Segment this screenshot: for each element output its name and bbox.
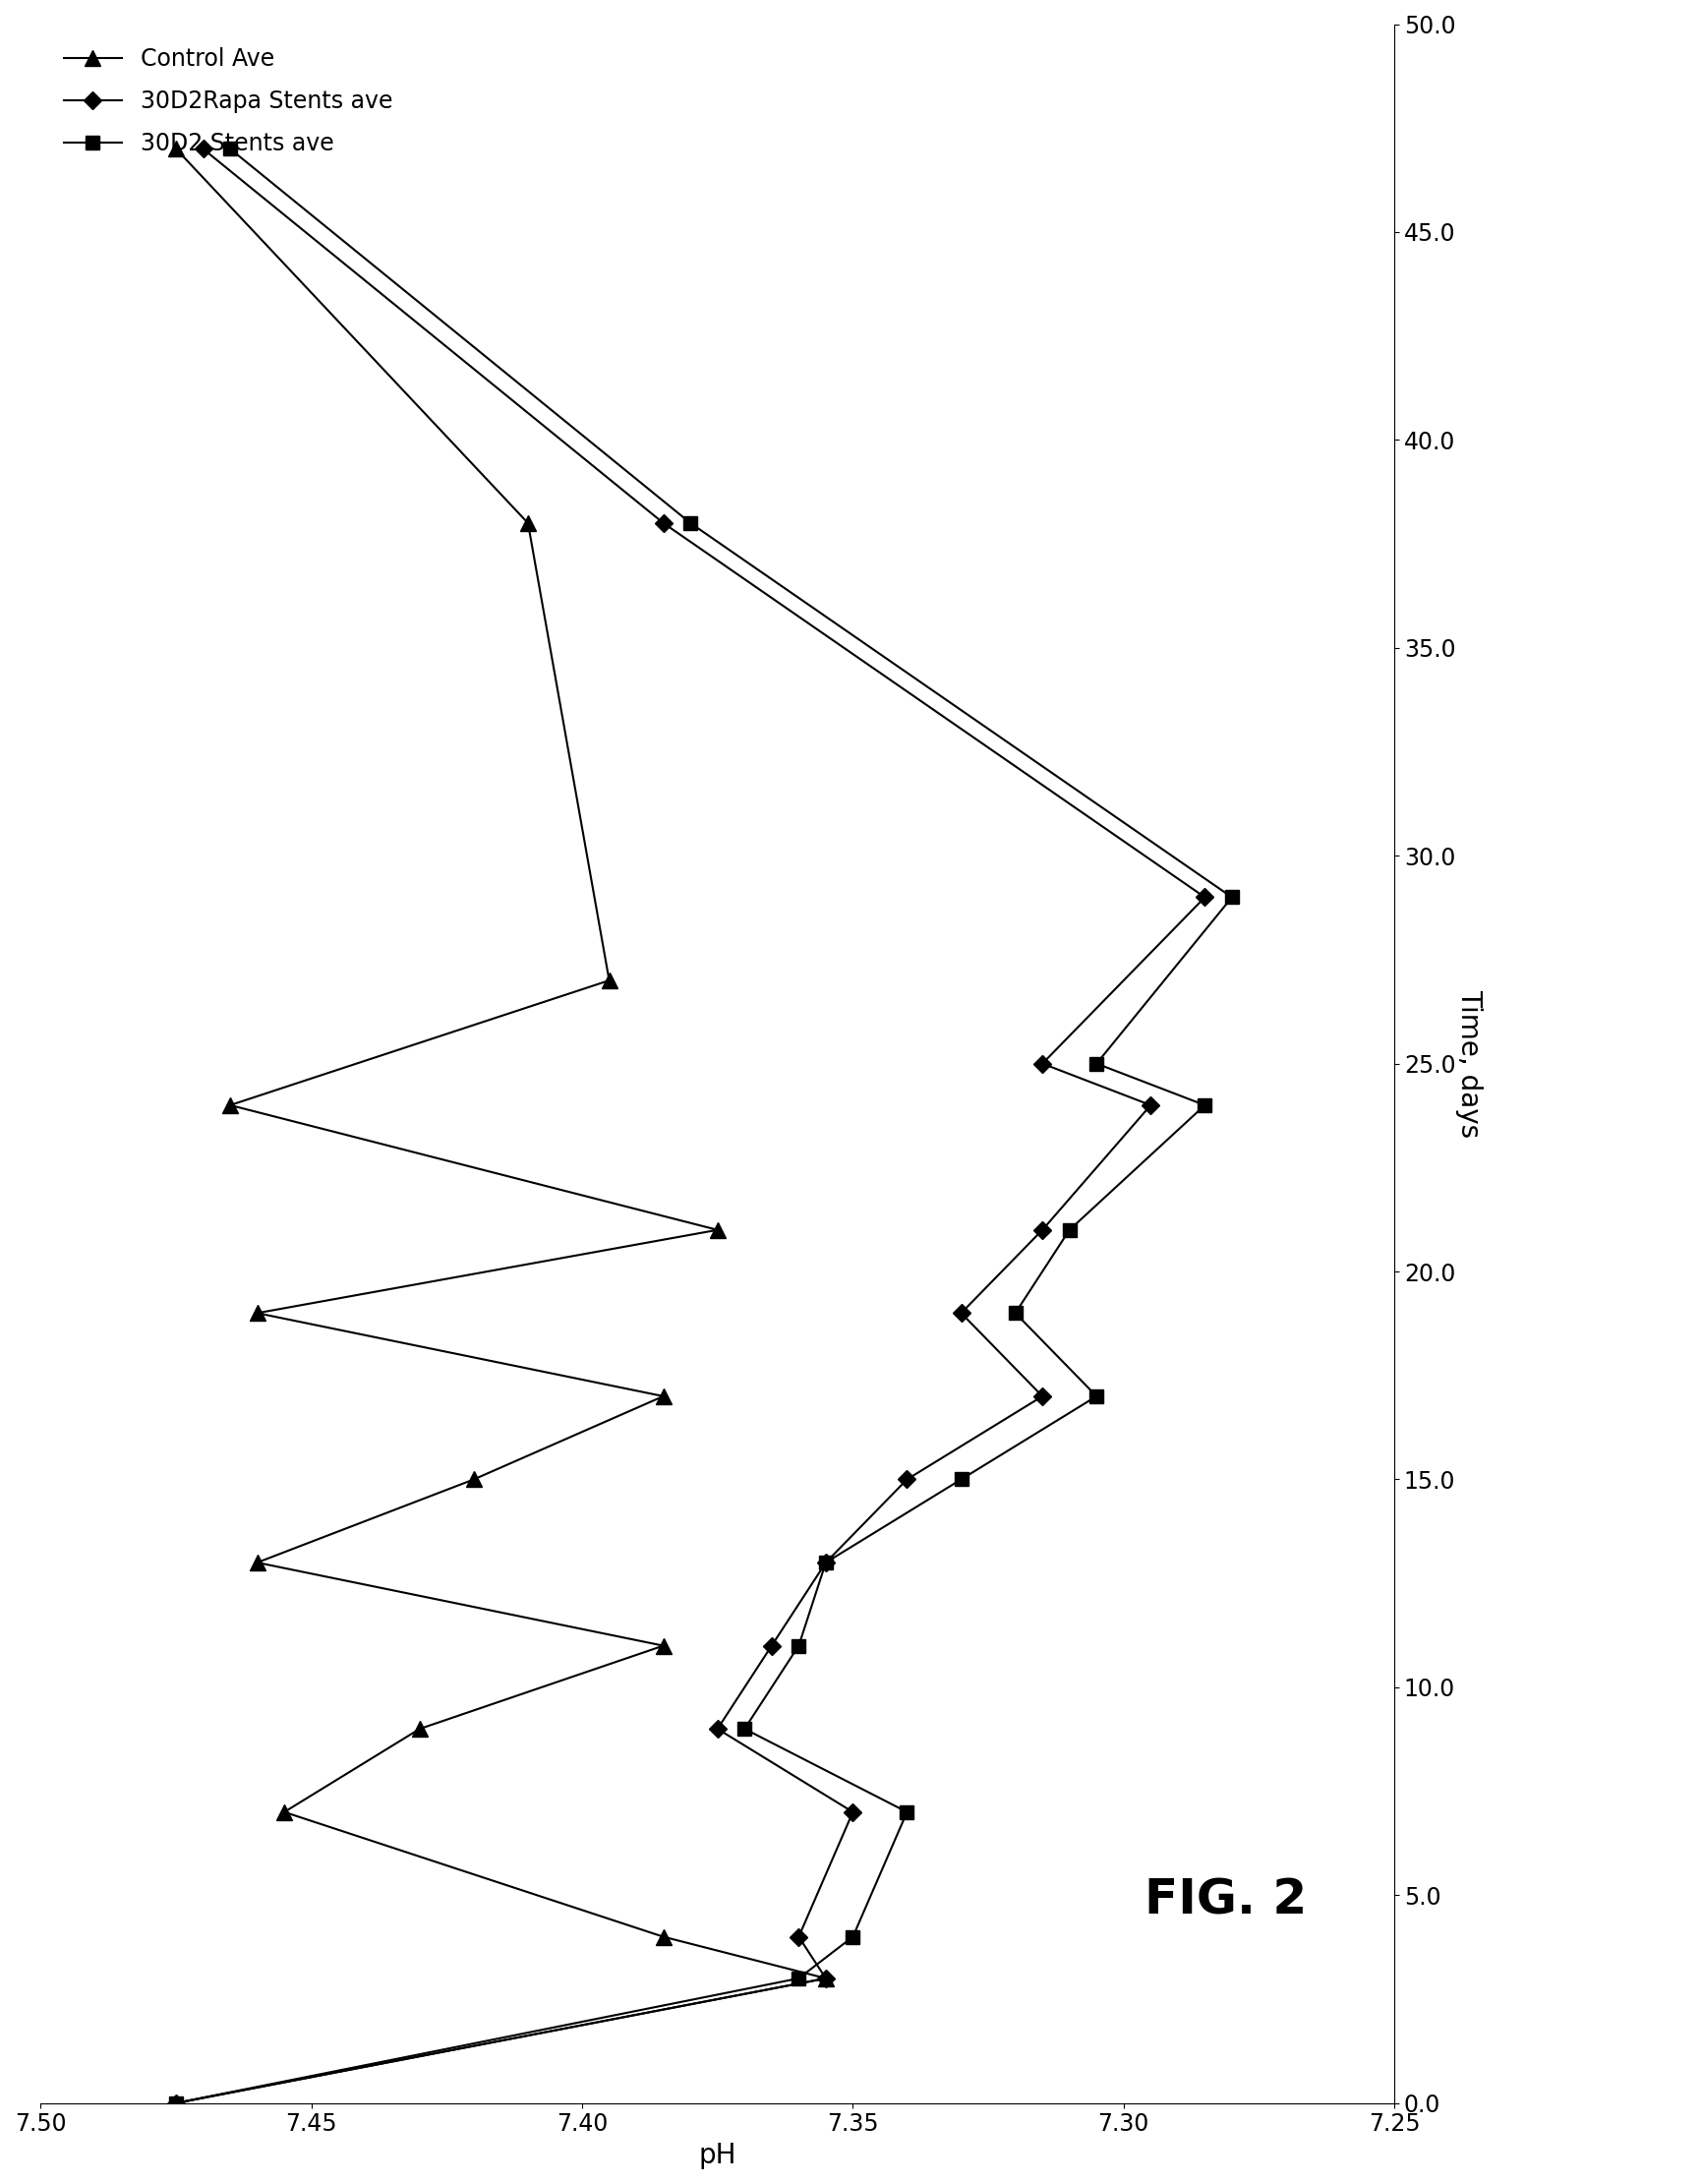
30D2 Stents ave [815, 1548, 835, 1575]
30D2Rapa Stents ave [951, 1299, 971, 1326]
30D2Rapa Stents ave [896, 1465, 917, 1492]
Line: 30D2Rapa Stents ave: 30D2Rapa Stents ave [170, 142, 1211, 2110]
30D2Rapa Stents ave [760, 1634, 781, 1660]
Text: FIG. 2: FIG. 2 [1143, 1876, 1306, 1924]
Control Ave [165, 2090, 185, 2116]
Control Ave [815, 1966, 835, 1992]
Y-axis label: Time, days: Time, days [1454, 989, 1482, 1138]
30D2Rapa Stents ave [1031, 1382, 1051, 1409]
Legend: Control Ave, 30D2Rapa Stents ave, 30D2 Stents ave: Control Ave, 30D2Rapa Stents ave, 30D2 S… [53, 35, 405, 166]
30D2 Stents ave [1085, 1382, 1106, 1409]
Control Ave [247, 1299, 267, 1326]
Control Ave [653, 1924, 674, 1950]
30D2Rapa Stents ave [1140, 1092, 1160, 1118]
30D2Rapa Stents ave [192, 135, 213, 162]
30D2 Stents ave [842, 1924, 862, 1950]
Control Ave [517, 509, 538, 535]
Control Ave [653, 1382, 674, 1409]
30D2Rapa Stents ave [815, 1548, 835, 1575]
30D2Rapa Stents ave [842, 1800, 862, 1826]
Control Ave [463, 1465, 483, 1492]
30D2Rapa Stents ave [1031, 1051, 1051, 1077]
30D2 Stents ave [733, 1717, 754, 1743]
30D2 Stents ave [896, 1800, 917, 1826]
30D2 Stents ave [788, 1966, 808, 1992]
Control Ave [599, 968, 619, 994]
Control Ave [165, 135, 185, 162]
Line: 30D2 Stents ave: 30D2 Stents ave [168, 142, 1238, 2110]
30D2 Stents ave [219, 135, 240, 162]
30D2 Stents ave [165, 2090, 185, 2116]
30D2 Stents ave [951, 1465, 971, 1492]
30D2Rapa Stents ave [708, 1717, 728, 1743]
Control Ave [708, 1216, 728, 1243]
30D2Rapa Stents ave [1194, 885, 1215, 911]
30D2 Stents ave [1005, 1299, 1026, 1326]
30D2Rapa Stents ave [788, 1924, 808, 1950]
30D2Rapa Stents ave [815, 1966, 835, 1992]
30D2 Stents ave [1194, 1092, 1215, 1118]
30D2Rapa Stents ave [653, 509, 674, 535]
Control Ave [219, 1092, 240, 1118]
X-axis label: pH: pH [697, 2143, 737, 2169]
Control Ave [274, 1800, 294, 1826]
30D2 Stents ave [1085, 1051, 1106, 1077]
30D2Rapa Stents ave [165, 2090, 185, 2116]
30D2Rapa Stents ave [1031, 1216, 1051, 1243]
Control Ave [247, 1548, 267, 1575]
Control Ave [410, 1717, 430, 1743]
30D2 Stents ave [788, 1634, 808, 1660]
Line: Control Ave: Control Ave [168, 142, 833, 2110]
Control Ave [653, 1634, 674, 1660]
30D2 Stents ave [1221, 885, 1242, 911]
30D2 Stents ave [1058, 1216, 1078, 1243]
30D2 Stents ave [680, 509, 701, 535]
